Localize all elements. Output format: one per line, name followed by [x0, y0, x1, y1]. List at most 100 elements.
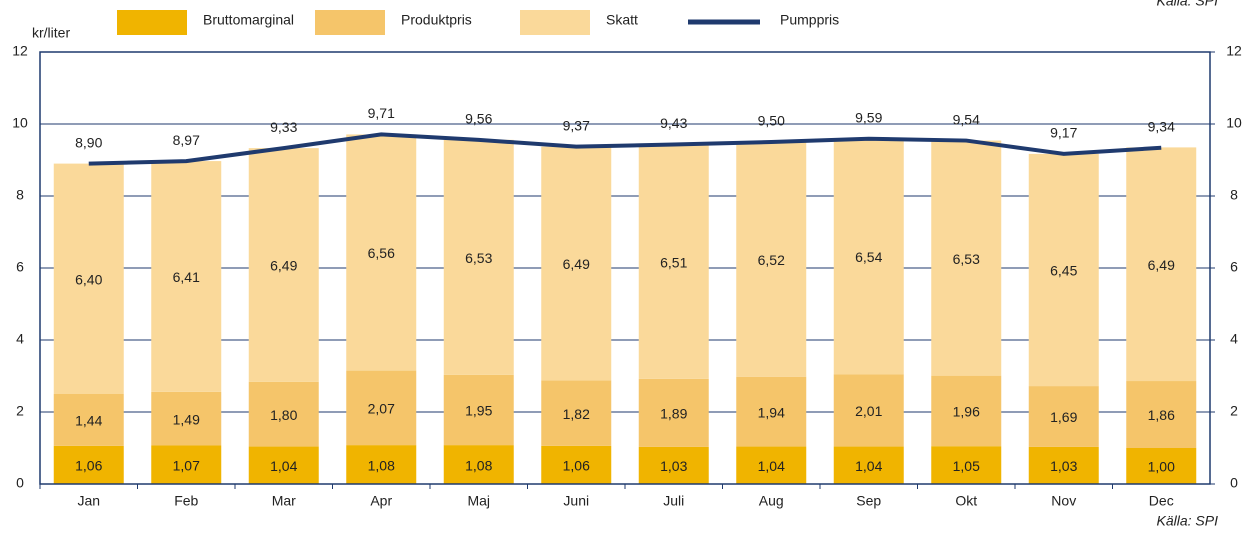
- bar-segment: [151, 445, 222, 484]
- x-tick-label: Apr: [370, 493, 392, 509]
- y-tick-label: 6: [16, 259, 24, 275]
- bar-value-label: 1,94: [758, 404, 785, 420]
- bar-segment: [1126, 448, 1197, 484]
- legend-swatch: [117, 10, 187, 35]
- legend-swatch: [520, 10, 590, 35]
- x-tick-label: Sep: [856, 493, 881, 509]
- bar-value-label: 1,80: [270, 407, 297, 423]
- bar-segment: [1028, 386, 1099, 447]
- x-tick-label: Nov: [1051, 493, 1076, 509]
- y2-tick-label: 2: [1230, 403, 1238, 419]
- line-value-label: 9,33: [270, 119, 297, 135]
- bar-value-label: 6,49: [270, 258, 297, 274]
- bar-segment: [931, 375, 1002, 447]
- bar-segment: [443, 445, 514, 484]
- bar-segment: [53, 445, 124, 484]
- bar-segment: [736, 446, 807, 484]
- source-note-top: Källa: SPI: [1157, 0, 1219, 9]
- bar-segment: [1028, 153, 1099, 387]
- bar-value-label: 6,49: [1148, 257, 1175, 273]
- y-tick-label: 8: [16, 187, 24, 203]
- x-tick-label: Dec: [1149, 493, 1174, 509]
- bar-value-label: 6,54: [855, 249, 882, 265]
- y2-tick-label: 8: [1230, 187, 1238, 203]
- line-value-label: 9,17: [1050, 125, 1077, 141]
- bar-segment: [833, 374, 904, 447]
- bar-segment: [931, 140, 1002, 376]
- x-tick-label: Juni: [563, 493, 589, 509]
- bar-segment: [638, 378, 709, 447]
- bar-segment: [1028, 446, 1099, 484]
- x-tick-label: Jan: [77, 493, 100, 509]
- bar-segment: [833, 446, 904, 484]
- bar-value-label: 1,06: [75, 458, 102, 474]
- bar-value-label: 1,08: [368, 457, 395, 473]
- line: [88, 132, 1162, 166]
- bar-segment: [346, 370, 417, 446]
- bar-segment: [931, 446, 1002, 484]
- bar-value-label: 6,41: [173, 269, 200, 285]
- bar-segment: [638, 446, 709, 484]
- bar-segment: [151, 391, 222, 446]
- line-value-label: 9,59: [855, 109, 882, 125]
- source-note: Källa: SPI: [1157, 513, 1219, 529]
- bar-segment: [541, 445, 612, 484]
- line-value-label: 9,56: [465, 111, 492, 127]
- bar-value-label: 1,07: [173, 457, 200, 473]
- line-value-label: 9,34: [1148, 118, 1175, 134]
- bar-segment: [248, 381, 319, 447]
- bar-value-label: 6,40: [75, 272, 102, 288]
- y-tick-label: 0: [16, 475, 24, 491]
- legend-label: Skatt: [606, 12, 638, 28]
- bar-value-label: 6,52: [758, 252, 785, 268]
- x-tick-label: Mar: [272, 493, 296, 509]
- legend-label: Produktpris: [401, 12, 472, 28]
- bar-value-label: 1,44: [75, 413, 102, 429]
- legend-label: Pumppris: [780, 12, 839, 28]
- bar-segment: [1126, 147, 1197, 382]
- y-tick-label: 12: [12, 43, 28, 59]
- line-value-label: 9,50: [758, 113, 785, 129]
- y-tick-label: 4: [16, 331, 24, 347]
- bar-segment: [248, 446, 319, 484]
- bar-segment: [151, 161, 222, 392]
- legend-label: Bruttomarginal: [203, 12, 294, 28]
- bar-segment: [443, 139, 514, 375]
- y-tick-label: 2: [16, 403, 24, 419]
- plot-frame: [39, 51, 1211, 485]
- x-tick-label: Aug: [759, 493, 784, 509]
- y2-tick-label: 6: [1230, 259, 1238, 275]
- bar-value-label: 1,96: [953, 404, 980, 420]
- bar-segment: [53, 394, 124, 446]
- bar-value-label: 1,89: [660, 406, 687, 422]
- bar-value-label: 1,49: [173, 411, 200, 427]
- bar-value-label: 1,04: [758, 458, 785, 474]
- bar-segment: [736, 142, 807, 377]
- bar-value-label: 1,04: [855, 458, 882, 474]
- bar-segment: [1126, 381, 1197, 448]
- x-tick-label: Okt: [955, 493, 977, 509]
- x-tick-label: Juli: [663, 493, 684, 509]
- bar-value-label: 1,82: [563, 406, 590, 422]
- line-value-label: 8,90: [75, 134, 102, 150]
- line-value-label: 8,97: [173, 132, 200, 148]
- bar-segment: [53, 163, 124, 394]
- y2-tick-label: 12: [1226, 43, 1242, 59]
- bar-segment: [541, 146, 612, 381]
- bar-value-label: 1,03: [660, 458, 687, 474]
- bar-value-label: 1,04: [270, 458, 297, 474]
- bar-value-label: 6,51: [660, 254, 687, 270]
- bar-segment: [541, 380, 612, 446]
- bar-value-label: 6,56: [368, 245, 395, 261]
- bar-segment: [736, 376, 807, 447]
- bar-value-label: 1,03: [1050, 458, 1077, 474]
- bar-value-label: 2,01: [855, 403, 882, 419]
- bar-segment: [248, 148, 319, 382]
- bar-value-label: 6,53: [953, 251, 980, 267]
- y2-tick-label: 4: [1230, 331, 1238, 347]
- bar-value-label: 1,06: [563, 458, 590, 474]
- bar-value-label: 1,08: [465, 457, 492, 473]
- line-value-label: 9,54: [953, 111, 980, 127]
- bar-value-label: 6,53: [465, 250, 492, 266]
- y-axis-label: kr/liter: [32, 25, 70, 41]
